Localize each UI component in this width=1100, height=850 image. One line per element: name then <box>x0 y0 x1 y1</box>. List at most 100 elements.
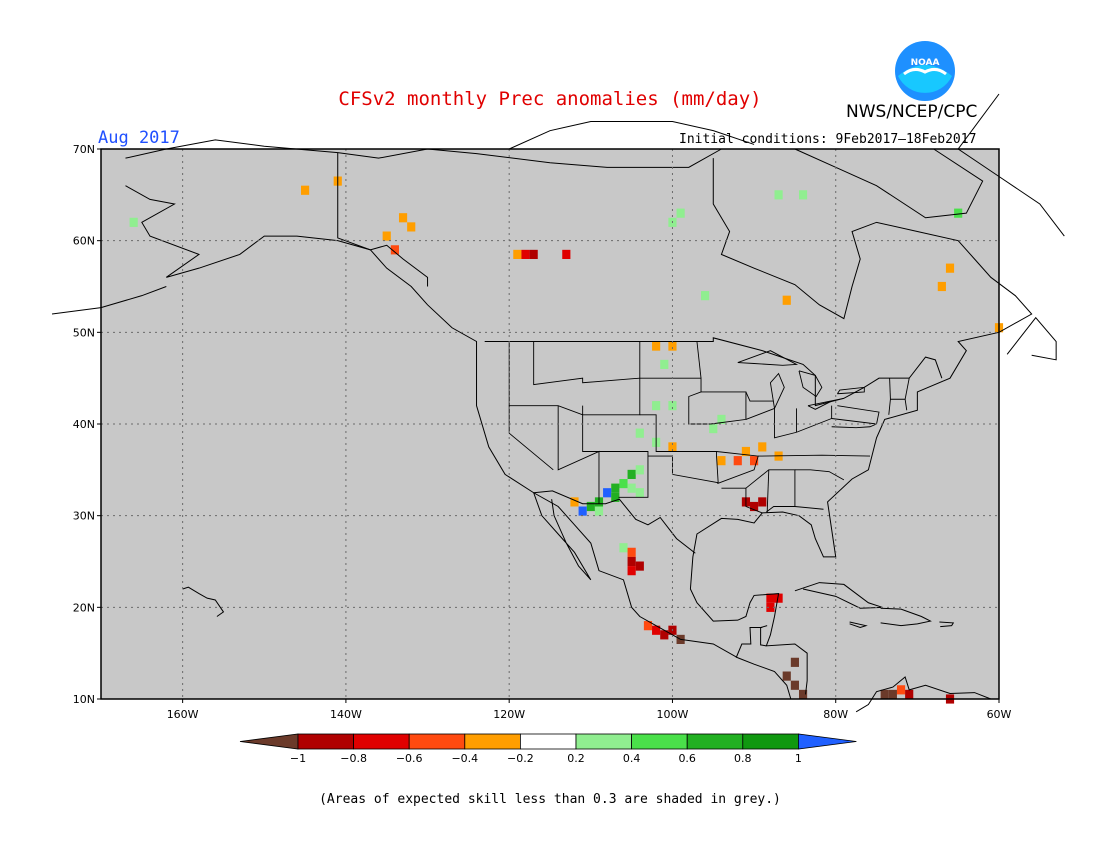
anomaly-cell <box>937 281 946 292</box>
anomaly-cell <box>398 213 408 223</box>
state-border <box>794 469 845 481</box>
anomaly-cell <box>652 625 661 635</box>
coastline-path <box>1006 316 1057 361</box>
anomaly-cell <box>619 479 628 489</box>
state-border <box>701 391 747 425</box>
latitude-label: 30N <box>73 510 95 523</box>
state-border <box>745 469 796 513</box>
coastline-path <box>794 582 883 609</box>
anomaly-cell <box>635 428 644 438</box>
anomaly-cell <box>521 249 530 259</box>
state-border <box>758 454 871 457</box>
anomaly-cell <box>798 190 808 200</box>
anomaly-cell <box>741 446 751 457</box>
colorbar-segment <box>575 733 632 750</box>
anomaly-cell <box>790 680 799 690</box>
colorbar: −1 −0.8 −0.6 −0.4 −0.2 0.2 0.4 0.6 0.8 1 <box>239 733 857 765</box>
coastline-path <box>689 158 1033 695</box>
country-border <box>533 490 696 554</box>
anomaly-cell <box>611 492 620 502</box>
state-border <box>557 405 600 504</box>
longitude-label: 120W <box>493 708 525 721</box>
anomaly-cell <box>301 185 310 195</box>
colorbar-segment <box>353 733 410 750</box>
anomaly-cell <box>782 671 791 681</box>
anomaly-cell <box>888 689 897 699</box>
anomaly-cell <box>717 414 726 424</box>
target-month: Aug 2017 <box>98 128 180 148</box>
anomaly-cell <box>390 245 399 255</box>
longitude-label: 60W <box>987 708 1012 721</box>
state-border <box>582 405 649 498</box>
anomaly-cell <box>652 401 661 411</box>
anomaly-cell <box>382 231 391 241</box>
colorbar-tick-label: −0.8 <box>340 752 367 765</box>
lake-outline <box>798 370 823 398</box>
anomaly-cell <box>790 657 799 667</box>
anomaly-cell <box>750 501 759 512</box>
anomaly-cell <box>717 456 726 466</box>
coastline-path <box>849 621 868 629</box>
anomaly-cell <box>578 506 587 516</box>
anomaly-cell <box>733 456 742 466</box>
state-border <box>889 378 891 400</box>
state-border <box>533 341 640 386</box>
colorbar-tick-label: −0.2 <box>507 752 534 765</box>
anomaly-cell <box>594 506 604 516</box>
colorbar-segment <box>519 733 577 750</box>
latitude-label: 20N <box>73 601 95 614</box>
anomaly-cells <box>129 176 1004 704</box>
anomaly-cell <box>570 497 579 507</box>
map-background <box>101 149 999 699</box>
latitude-label: 60N <box>73 235 95 248</box>
anomaly-cell <box>758 497 767 507</box>
anomaly-cell <box>627 469 636 479</box>
noaa-logo-text: NOAA <box>911 58 940 68</box>
colorbar-segment <box>742 733 799 750</box>
colorbar-arrow-low <box>239 733 299 750</box>
anomaly-cell <box>945 263 955 273</box>
anomaly-cell <box>896 685 906 695</box>
longitude-label: 160W <box>167 708 199 721</box>
state-border <box>745 391 774 402</box>
state-border <box>831 405 880 425</box>
colorbar-segments <box>239 733 857 750</box>
anomaly-cell <box>562 249 571 259</box>
state-border <box>831 423 877 429</box>
lake-outline <box>769 372 785 409</box>
anomaly-cell <box>701 291 710 301</box>
colorbar-segment <box>297 733 354 750</box>
agency-label: NWS/NCEP/CPC <box>846 102 978 122</box>
anomaly-cell <box>407 222 416 232</box>
anomaly-cell <box>635 561 644 571</box>
lake-outline <box>836 386 865 395</box>
anomaly-cell <box>529 249 538 259</box>
longitude-labels: 160W 140W 120W 100W 80W 60W <box>167 699 1012 721</box>
latitude-label: 40N <box>73 418 95 431</box>
coastline-path <box>125 185 792 700</box>
colorbar-tick-label: 0.6 <box>678 752 696 765</box>
anomaly-cell <box>643 621 653 631</box>
state-border <box>766 469 770 513</box>
lake-outline <box>737 350 799 366</box>
anomaly-cell <box>129 217 138 227</box>
anomaly-cell <box>513 249 522 259</box>
coastline-path <box>880 607 932 627</box>
anomaly-cell <box>782 295 791 305</box>
state-border <box>745 405 833 439</box>
state-border <box>716 451 759 485</box>
noaa-logo-wave <box>898 65 952 93</box>
anomaly-cell <box>635 465 644 475</box>
anomaly-cell <box>660 359 669 369</box>
anomaly-cell <box>709 424 718 434</box>
anomaly-cell <box>750 456 759 466</box>
coastline-path <box>855 676 992 713</box>
latitude-label: 70N <box>73 143 95 156</box>
anomaly-cell <box>766 602 775 612</box>
longitude-label: 140W <box>330 708 362 721</box>
coastline-path <box>939 621 955 628</box>
anomaly-cell <box>798 689 808 699</box>
state-border <box>794 506 824 510</box>
colorbar-segment <box>408 733 466 750</box>
anomaly-cell <box>668 341 677 351</box>
